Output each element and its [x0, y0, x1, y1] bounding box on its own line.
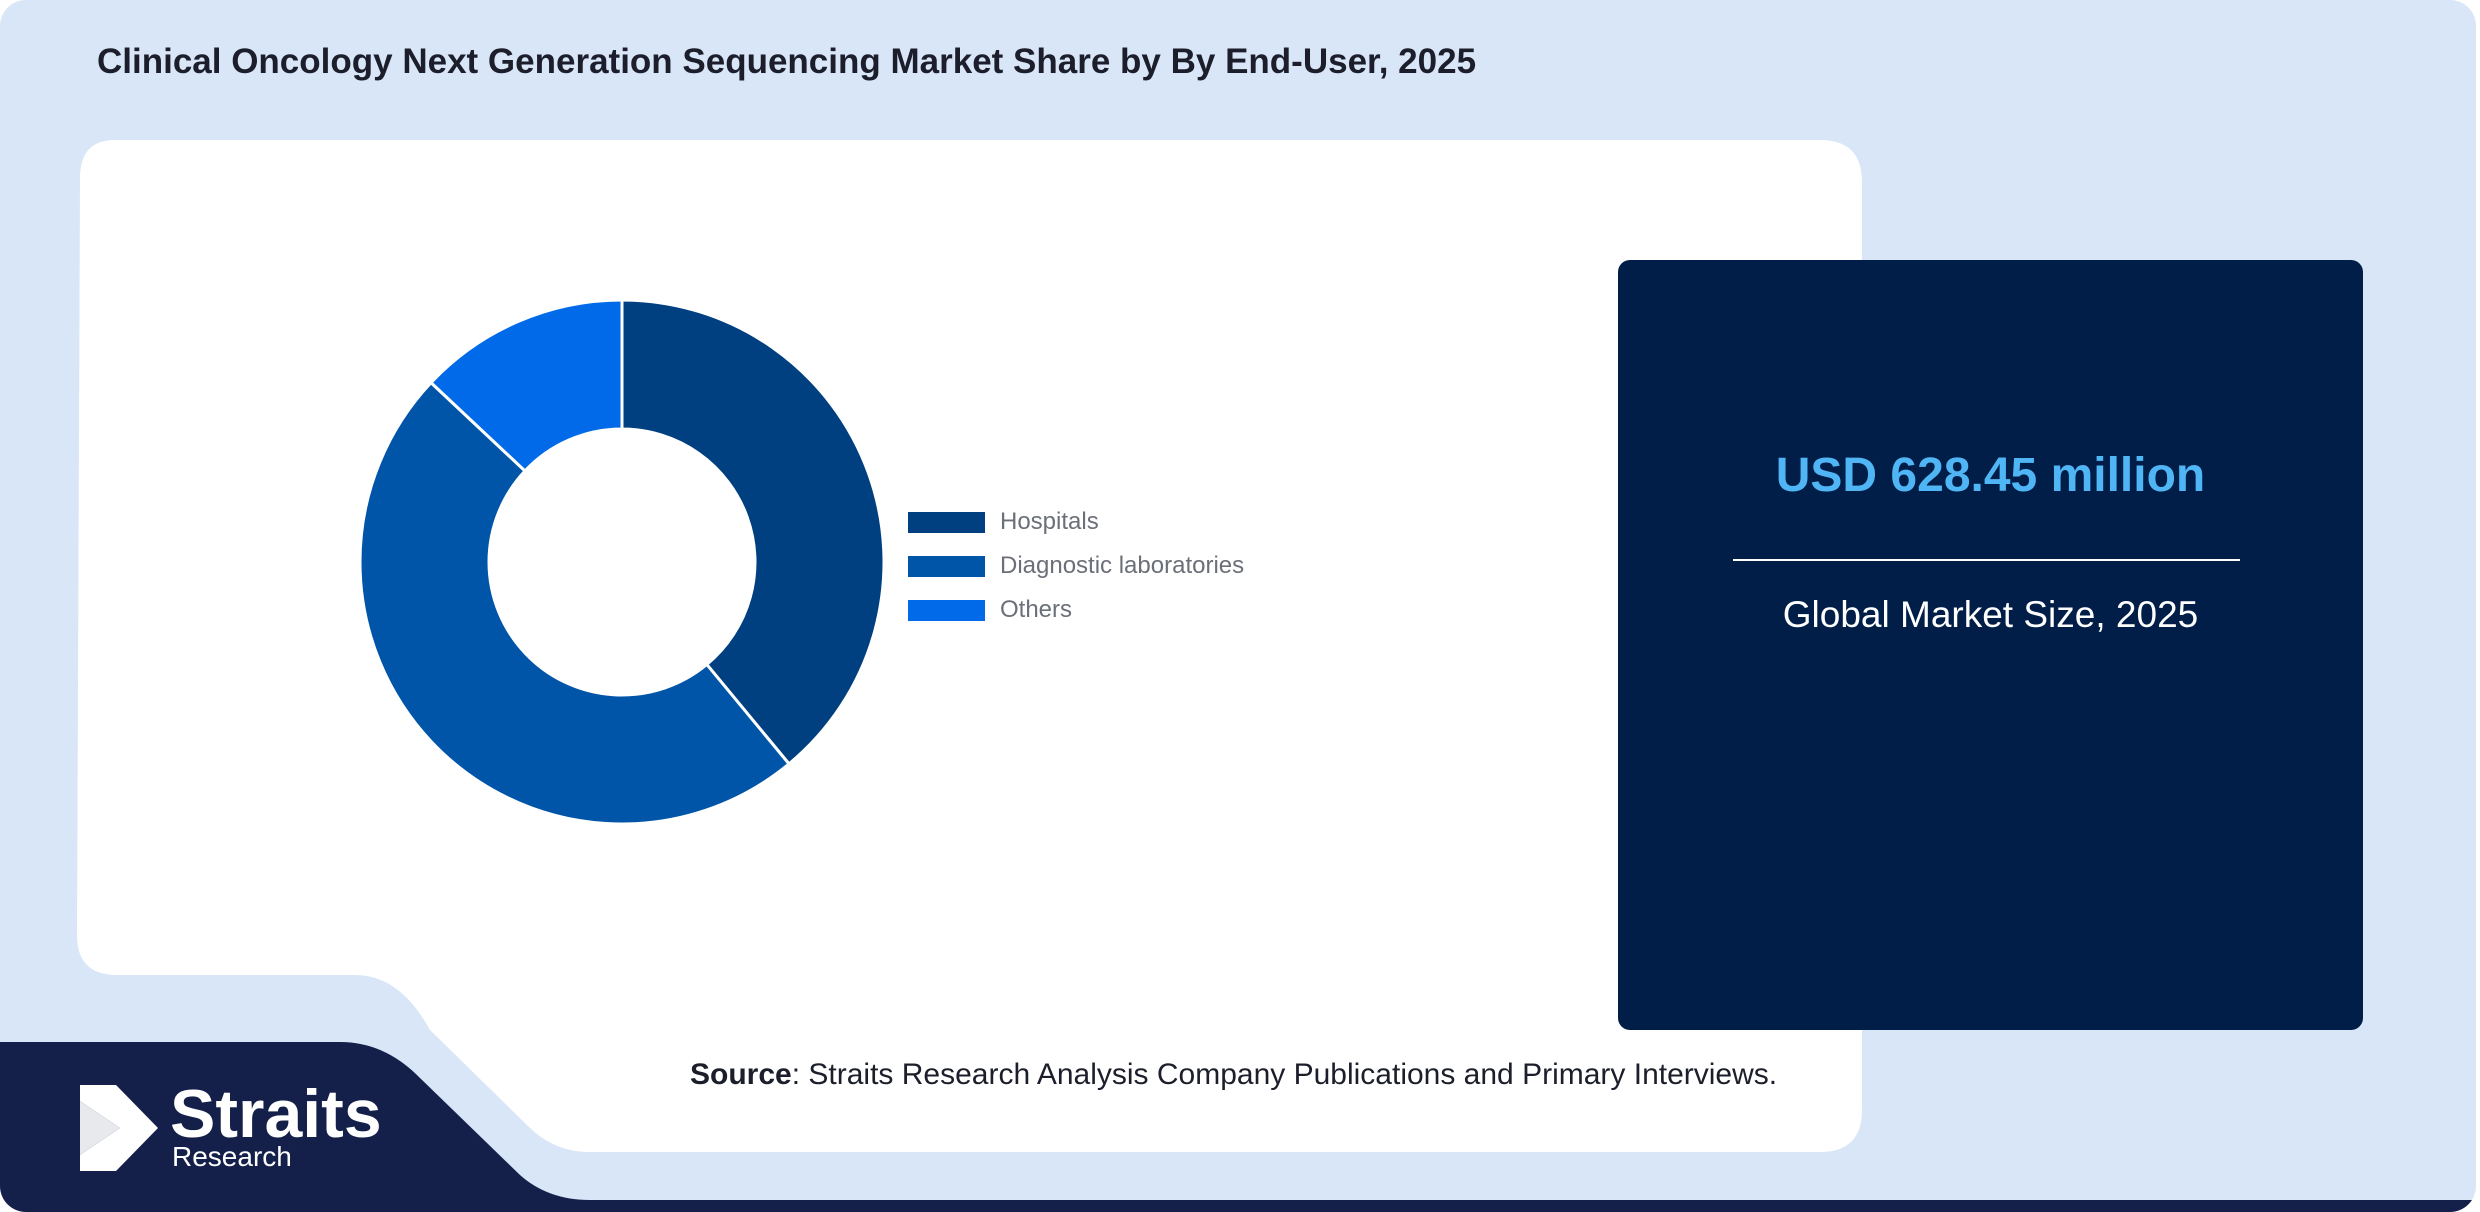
legend-item[interactable]: Hospitals — [908, 500, 1244, 544]
logo-subtitle: Research — [172, 1141, 292, 1172]
legend-item[interactable]: Diagnostic laboratories — [908, 544, 1244, 588]
footer-band — [0, 1042, 2476, 1212]
market-size-card: USD 628.45 million Global Market Size, 2… — [1618, 260, 2363, 1030]
market-size-value: USD 628.45 million — [1775, 449, 2206, 502]
legend-label: Others — [1000, 596, 1073, 623]
source-text: : Straits Research Analysis Company Publ… — [791, 1058, 1778, 1091]
legend-swatch — [908, 599, 985, 621]
donut-chart — [358, 298, 886, 826]
donut-slice-diagnostic-laboratories — [358, 380, 792, 826]
donut-slice-hospitals — [620, 298, 886, 766]
legend-swatch — [908, 555, 985, 577]
source-label: Source — [690, 1058, 792, 1091]
chart-legend: Hospitals Diagnostic laboratories Others — [908, 500, 1244, 632]
logo-wordmark: Straits — [170, 1076, 382, 1152]
legend-label: Diagnostic laboratories — [1000, 552, 1245, 579]
page-title: Clinical Oncology Next Generation Sequen… — [97, 42, 1477, 81]
legend-swatch — [908, 511, 985, 533]
legend-label: Hospitals — [1000, 508, 1099, 535]
legend-item[interactable]: Others — [908, 588, 1244, 632]
donut-slice-others — [428, 298, 624, 474]
market-size-label: Global Market Size, 2025 — [1782, 594, 2199, 635]
stat-divider — [1733, 559, 2240, 561]
source-note: Source: Straits Research Analysis Compan… — [690, 1058, 1777, 1092]
straits-logo-icon — [80, 1085, 158, 1171]
